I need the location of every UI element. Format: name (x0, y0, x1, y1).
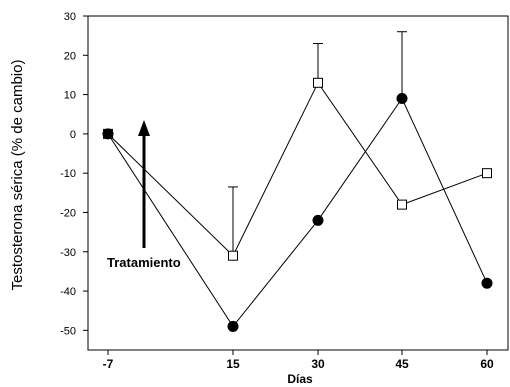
data-point-square (482, 168, 492, 179)
x-tick-label: 45 (395, 357, 409, 371)
x-tick-label: 60 (480, 357, 494, 371)
plot-frame (87, 15, 509, 351)
x-tick-label: -7 (103, 357, 114, 371)
y-axis-title: Testosterona sérica (% de cambio) (9, 60, 26, 291)
series-line-circles (107, 97, 488, 328)
data-point-circle (227, 320, 239, 332)
data-point-square (397, 199, 407, 210)
y-tick-label: 30 (64, 11, 76, 23)
y-tick-label: 0 (70, 129, 76, 141)
data-point-square (313, 77, 323, 88)
y-tick-label: 10 (64, 90, 76, 102)
data-point-circle (396, 93, 408, 105)
series-lines (107, 81, 488, 328)
y-tick-label: 20 (64, 50, 76, 62)
x-tick-label: 15 (226, 357, 240, 371)
data-point-square (228, 250, 238, 261)
y-tick-label: -50 (60, 325, 76, 337)
data-point-circle (481, 277, 493, 289)
error-bars (228, 31, 407, 256)
treatment-arrow-head (138, 120, 150, 136)
series-line-squares (107, 81, 488, 257)
data-point-circle (312, 214, 324, 226)
x-axis-title: Días (287, 372, 313, 386)
y-tick-label: -30 (60, 247, 76, 259)
y-tick-label: -40 (60, 286, 76, 298)
treatment-label: Tratamiento (107, 255, 181, 270)
annotations: Tratamiento (107, 120, 181, 270)
y-tick-label: -10 (60, 168, 76, 180)
data-point-circle (102, 128, 114, 140)
axes: 30 20 10 0 -10 -20 -30 -40 -50 -7 15 30 45 60 (60, 11, 509, 371)
x-tick-label: 30 (311, 357, 325, 371)
series-markers (102, 77, 493, 332)
y-tick-label: -20 (60, 207, 76, 219)
